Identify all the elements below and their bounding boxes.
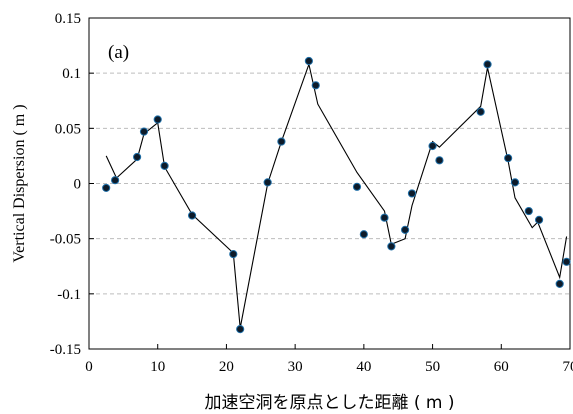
x-tick-label: 60 <box>494 359 509 375</box>
data-point <box>153 115 162 124</box>
labels: -0.15 -0.1 -0.05 0 0.05 0.1 0.15 0 10 20 30 40 50 60 7… <box>11 11 573 413</box>
data-point <box>133 152 142 162</box>
x-tick-label: 50 <box>425 359 440 375</box>
y-tick-label: 0.15 <box>55 11 81 27</box>
data-point <box>562 257 571 266</box>
x-tick-label: 70 <box>563 359 573 375</box>
x-tick-label: 30 <box>288 359 303 375</box>
data-point <box>102 183 111 193</box>
data-point <box>435 156 444 165</box>
x-tick-label: 10 <box>150 359 165 375</box>
data-point <box>510 178 520 187</box>
data-point <box>555 279 564 289</box>
data-point <box>304 56 313 66</box>
data-point <box>387 242 396 251</box>
series <box>102 56 571 334</box>
x-axis-label: 加速空洞を原点とした距離 ( m ) <box>204 393 454 413</box>
data-point <box>139 127 149 136</box>
data-point <box>277 137 286 146</box>
model-line <box>105 62 568 329</box>
y-axis-label: Vertical Dispersion ( m ) <box>11 104 28 262</box>
x-tick-label: 0 <box>85 359 93 375</box>
data-point <box>407 189 417 198</box>
data-point <box>428 141 437 151</box>
data-point <box>229 250 238 259</box>
data-point <box>476 107 485 116</box>
data-point <box>400 225 410 234</box>
y-tick-label: -0.05 <box>50 232 81 248</box>
data-point <box>111 176 120 185</box>
y-tick-label: 0.1 <box>62 66 81 82</box>
y-tick-label: -0.1 <box>57 287 81 303</box>
data-point <box>187 211 197 220</box>
data-point <box>263 178 272 187</box>
data-point <box>534 215 544 225</box>
data-point <box>380 213 389 222</box>
y-tick-label: -0.15 <box>50 342 81 358</box>
data-point <box>160 161 169 170</box>
data-point <box>524 206 533 216</box>
data-point <box>483 60 492 69</box>
data-point <box>359 230 368 239</box>
panel-label: (a) <box>108 42 129 63</box>
data-point <box>352 182 362 191</box>
y-tick-label: 0 <box>74 177 82 193</box>
gridlines <box>89 72 570 295</box>
y-tick-label: 0.05 <box>55 121 81 137</box>
data-point <box>504 154 513 163</box>
x-tick-label: 20 <box>219 359 234 375</box>
x-tick-label: 40 <box>356 359 371 375</box>
axes <box>88 17 571 350</box>
data-point <box>311 81 320 90</box>
data-point <box>236 325 245 334</box>
